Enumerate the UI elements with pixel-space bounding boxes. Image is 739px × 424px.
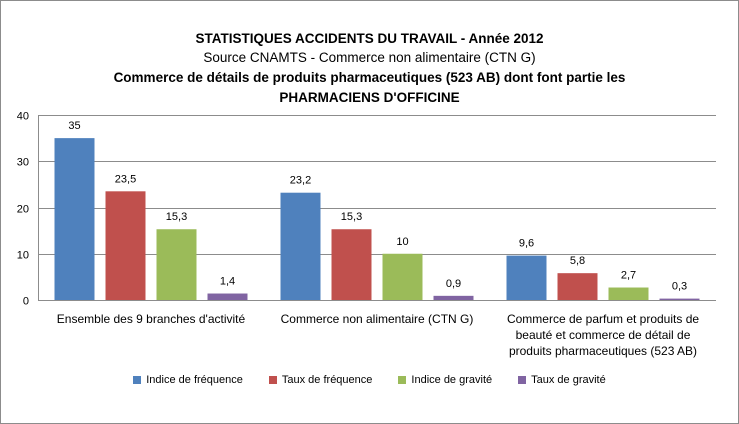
bar: [280, 192, 321, 300]
bar: [659, 298, 700, 300]
legend-swatch: [398, 376, 407, 384]
category-label-line: Ensemble des 9 branches d'activité: [56, 312, 246, 326]
data-label: 15,3: [341, 211, 362, 223]
y-tick-label: 0: [23, 296, 29, 308]
category-label-line: beauté et commerce de détail de: [515, 328, 691, 342]
legend: Indice de fréquence Taux de fréquence Indi…: [0, 374, 739, 386]
y-tick-label: 10: [17, 250, 29, 262]
bar: [54, 138, 95, 300]
chart-subtitle-profession: PHARMACIENS D'OFFICINE: [279, 90, 460, 105]
chart-subtitle-sector: Commerce de détails de produits pharmace…: [113, 70, 626, 85]
category-label-line: Commerce de parfum et produits de: [506, 312, 700, 326]
legend-item: Indice de gravité: [398, 374, 492, 386]
chart-subtitle-source: Source CNAMTS - Commerce non alimentaire…: [203, 50, 536, 65]
legend-label: Indice de fréquence: [146, 374, 243, 386]
data-label: 0,9: [446, 278, 461, 290]
data-label: 1,4: [220, 276, 235, 288]
legend-swatch: [518, 376, 527, 384]
bar: [331, 229, 372, 300]
data-label: 15,3: [166, 211, 187, 223]
bar: [105, 191, 146, 300]
data-label: 23,2: [290, 175, 311, 187]
y-tick-label: 20: [17, 204, 29, 216]
legend-swatch: [133, 376, 142, 384]
bar: [207, 293, 248, 300]
data-label: 0,3: [672, 281, 687, 293]
bar: [433, 295, 474, 300]
legend-swatch: [268, 376, 277, 384]
data-label: 5,8: [570, 255, 585, 267]
data-label: 10: [396, 236, 408, 248]
category-label: Ensemble des 9 branches d'activité: [38, 311, 264, 327]
data-label: 9,6: [519, 238, 534, 250]
bar: [156, 229, 197, 300]
bar: [557, 273, 598, 300]
data-label: 35: [68, 120, 80, 132]
category-label: Commerce non alimentaire (CTN G): [264, 311, 490, 327]
legend-item: Indice de fréquence: [133, 374, 243, 386]
y-tick-label: 40: [17, 111, 29, 123]
legend-item: Taux de fréquence: [268, 374, 373, 386]
data-label: 2,7: [621, 270, 636, 282]
category-label-line: produits pharmaceutiques (523 AB): [508, 344, 698, 358]
legend-label: Indice de gravité: [411, 374, 493, 386]
chart-title: STATISTIQUES ACCIDENTS DU TRAVAIL - Anné…: [195, 31, 544, 46]
category-label-line: Commerce non alimentaire (CTN G): [280, 312, 474, 326]
legend-label: Taux de fréquence: [281, 374, 373, 386]
category-label: Commerce de parfum et produits de beauté …: [490, 311, 716, 359]
y-tick-label: 30: [17, 157, 29, 169]
data-label: 23,5: [115, 173, 136, 185]
bar: [608, 287, 649, 300]
legend-item: Taux de gravité: [518, 374, 606, 386]
legend-label: Taux de gravité: [531, 374, 606, 386]
bar: [382, 253, 423, 300]
bar: [506, 255, 547, 300]
